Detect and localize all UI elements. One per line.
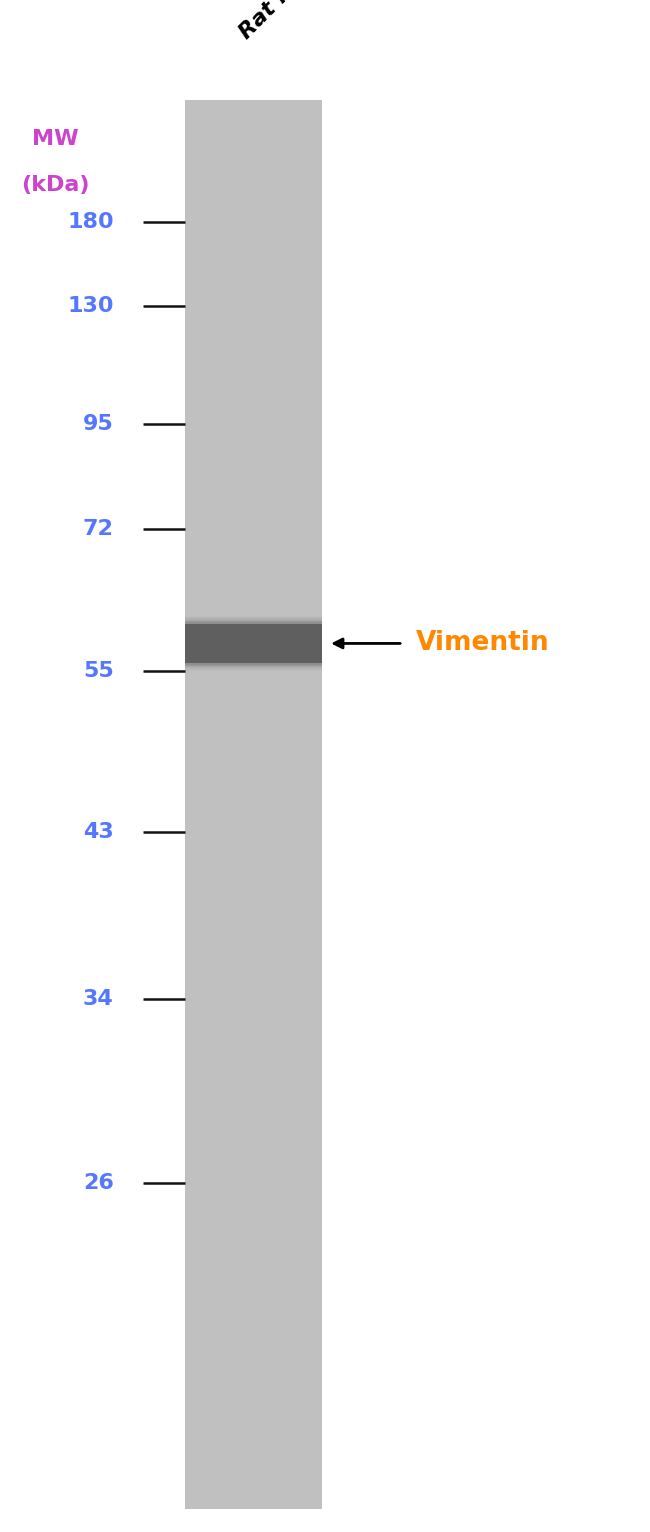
Text: Rat brain: Rat brain bbox=[236, 0, 332, 43]
Text: (kDa): (kDa) bbox=[21, 175, 90, 195]
Bar bbox=[185, 617, 322, 669]
Text: 34: 34 bbox=[83, 988, 114, 1010]
Bar bbox=[185, 616, 322, 671]
Text: MW: MW bbox=[32, 129, 79, 149]
Bar bbox=[185, 622, 322, 665]
Bar bbox=[185, 100, 322, 1509]
Text: 95: 95 bbox=[83, 414, 114, 435]
Text: 55: 55 bbox=[83, 660, 114, 682]
Text: 72: 72 bbox=[83, 518, 114, 539]
Bar bbox=[185, 624, 322, 663]
Text: Vimentin: Vimentin bbox=[416, 631, 550, 656]
Text: 130: 130 bbox=[67, 296, 114, 317]
Text: 180: 180 bbox=[67, 211, 114, 233]
Bar bbox=[185, 619, 322, 668]
Text: 26: 26 bbox=[83, 1172, 114, 1193]
Bar bbox=[185, 619, 322, 668]
Bar bbox=[185, 620, 322, 666]
Text: 43: 43 bbox=[83, 821, 114, 843]
